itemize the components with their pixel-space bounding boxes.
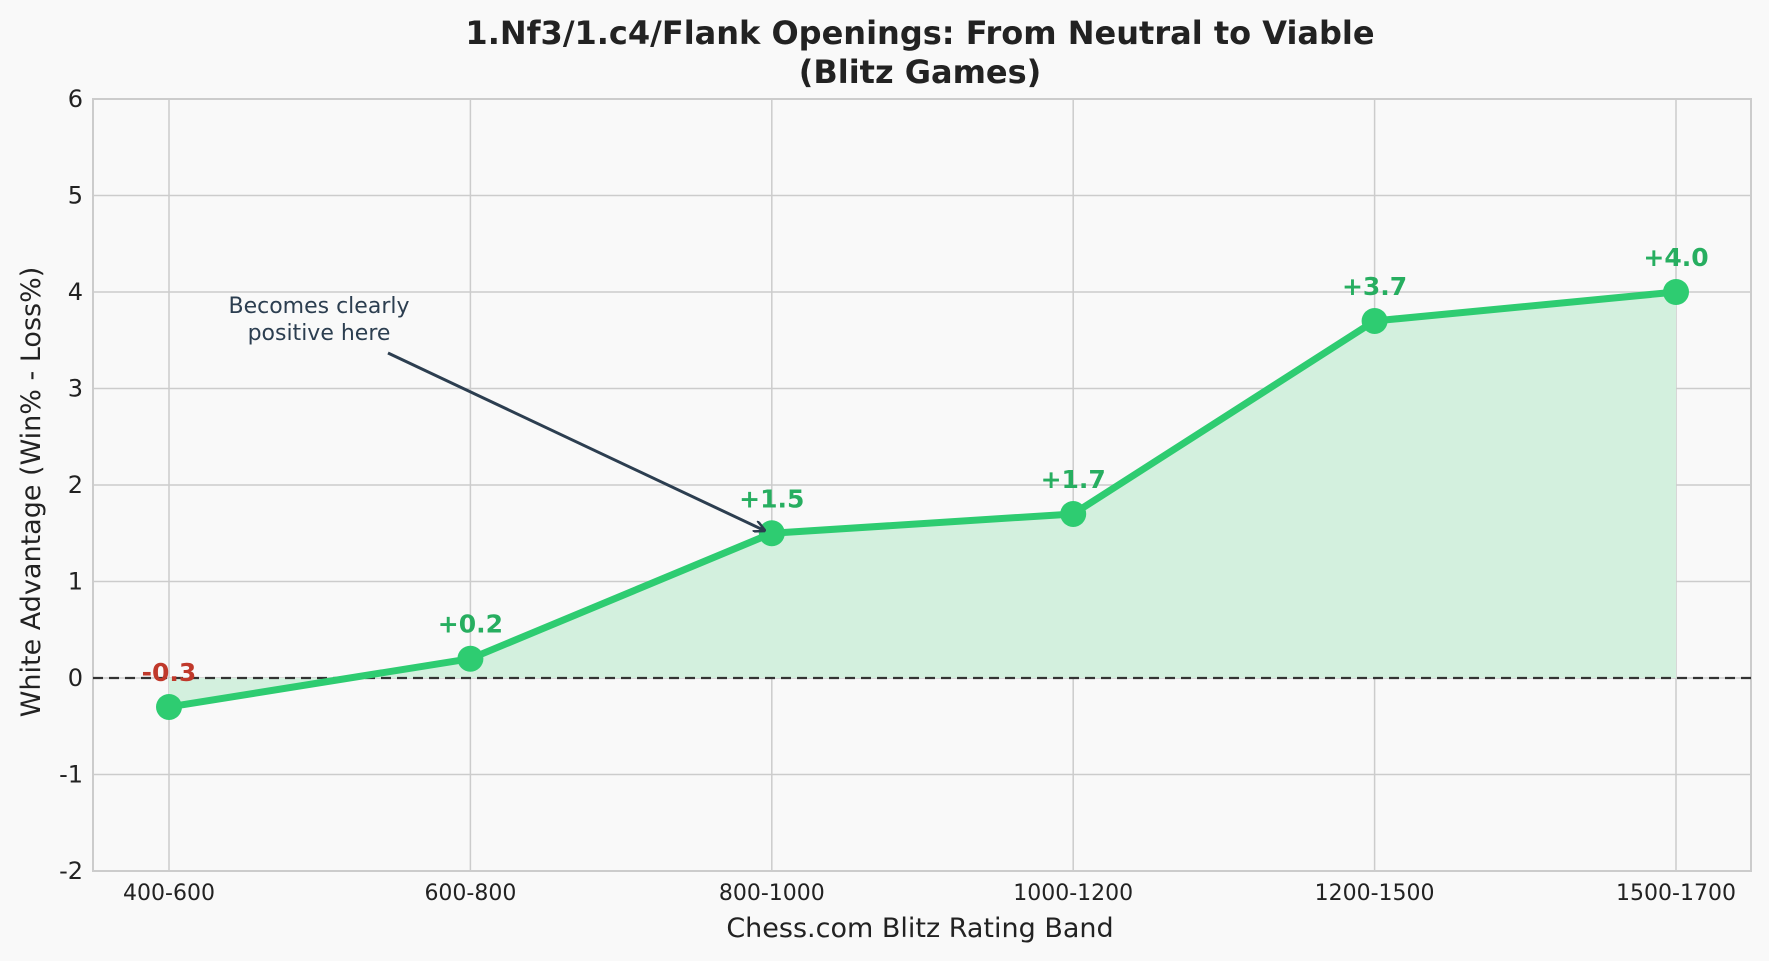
x-tick-label: 1500-1700 bbox=[1616, 881, 1736, 906]
data-point bbox=[457, 645, 484, 672]
y-tick-label: -1 bbox=[59, 761, 83, 789]
annotation-text-line: positive here bbox=[248, 321, 391, 346]
x-axis-label: Chess.com Blitz Rating Band bbox=[726, 913, 1113, 944]
annotation-text-line: Becomes clearly bbox=[228, 294, 409, 319]
x-tick-label: 800-1000 bbox=[719, 881, 825, 906]
x-tick-label: 400-600 bbox=[123, 881, 215, 906]
x-tick-label: 1200-1500 bbox=[1315, 881, 1435, 906]
data-point bbox=[156, 693, 182, 720]
data-point bbox=[758, 520, 785, 547]
chart-title-line-1: 1.Nf3/1.c4/Flank Openings: From Neutral … bbox=[465, 14, 1374, 52]
x-tick-label: 600-800 bbox=[424, 881, 516, 906]
chart-title-line-2: (Blitz Games) bbox=[799, 53, 1042, 91]
series-line bbox=[165, 288, 1680, 711]
y-axis-label: White Advantage (Win% - Loss%) bbox=[16, 267, 47, 718]
data-label: +0.2 bbox=[438, 610, 503, 639]
data-point bbox=[1663, 279, 1689, 305]
y-tick-label: 2 bbox=[68, 471, 83, 499]
y-tick-label: 1 bbox=[68, 568, 83, 596]
y-tick-label: 3 bbox=[68, 375, 83, 403]
data-label: +3.7 bbox=[1342, 272, 1407, 301]
line-layer bbox=[165, 288, 1680, 711]
tick-label-layer: -2 -1 0 1 2 3 4 5 6 400-600 600-800 800-1000 1000-12… bbox=[59, 85, 1736, 906]
point-layer bbox=[156, 279, 1689, 720]
data-point bbox=[1361, 307, 1388, 334]
data-label: +4.0 bbox=[1643, 243, 1708, 272]
y-tick-label: 5 bbox=[68, 182, 83, 210]
y-tick-label: -2 bbox=[59, 857, 83, 885]
data-label: -0.3 bbox=[142, 658, 197, 687]
data-point bbox=[1060, 500, 1087, 527]
plot-frame bbox=[92, 98, 1752, 872]
annotation-arrow bbox=[387, 351, 764, 530]
y-tick-label: 6 bbox=[68, 85, 83, 113]
area-layer bbox=[169, 292, 1676, 707]
data-label: +1.7 bbox=[1041, 465, 1106, 494]
y-tick-label: 4 bbox=[68, 278, 83, 306]
data-label: +1.5 bbox=[739, 484, 804, 513]
x-tick-label: 1000-1200 bbox=[1013, 881, 1133, 906]
y-tick-label: 0 bbox=[68, 664, 83, 692]
data-label-layer: -0.3 +0.2 +1.5 +1.7 +3.7 +4.0 bbox=[142, 243, 1709, 687]
advantage-area-fill bbox=[169, 292, 1676, 707]
